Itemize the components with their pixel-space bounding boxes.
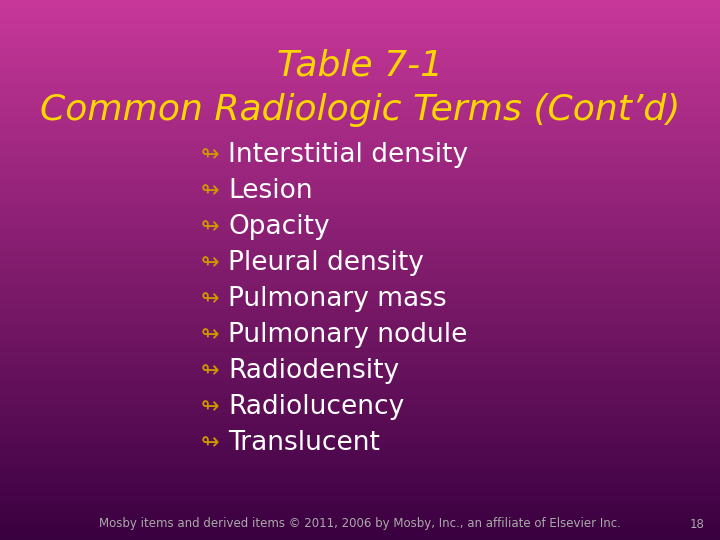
Text: Interstitial density: Interstitial density: [228, 142, 468, 168]
Text: ↬: ↬: [201, 145, 220, 165]
Text: Opacity: Opacity: [228, 214, 330, 240]
Text: Lesion: Lesion: [228, 178, 312, 204]
Text: Radiolucency: Radiolucency: [228, 394, 404, 420]
Text: ↬: ↬: [201, 361, 220, 381]
Text: Table 7-1: Table 7-1: [277, 48, 443, 82]
Text: Mosby items and derived items © 2011, 2006 by Mosby, Inc., an affiliate of Elsev: Mosby items and derived items © 2011, 20…: [99, 517, 621, 530]
Text: Radiodensity: Radiodensity: [228, 358, 399, 384]
Text: Common Radiologic Terms (Cont’d): Common Radiologic Terms (Cont’d): [40, 93, 680, 127]
Text: ↬: ↬: [201, 217, 220, 237]
Text: 18: 18: [690, 517, 705, 530]
Text: ↬: ↬: [201, 397, 220, 417]
Text: ↬: ↬: [201, 181, 220, 201]
Text: Pulmonary mass: Pulmonary mass: [228, 286, 446, 312]
Text: ↬: ↬: [201, 325, 220, 345]
Text: ↬: ↬: [201, 433, 220, 453]
Text: ↬: ↬: [201, 253, 220, 273]
Text: Pulmonary nodule: Pulmonary nodule: [228, 322, 467, 348]
Text: Pleural density: Pleural density: [228, 250, 424, 276]
Text: ↬: ↬: [201, 289, 220, 309]
Text: Translucent: Translucent: [228, 430, 380, 456]
